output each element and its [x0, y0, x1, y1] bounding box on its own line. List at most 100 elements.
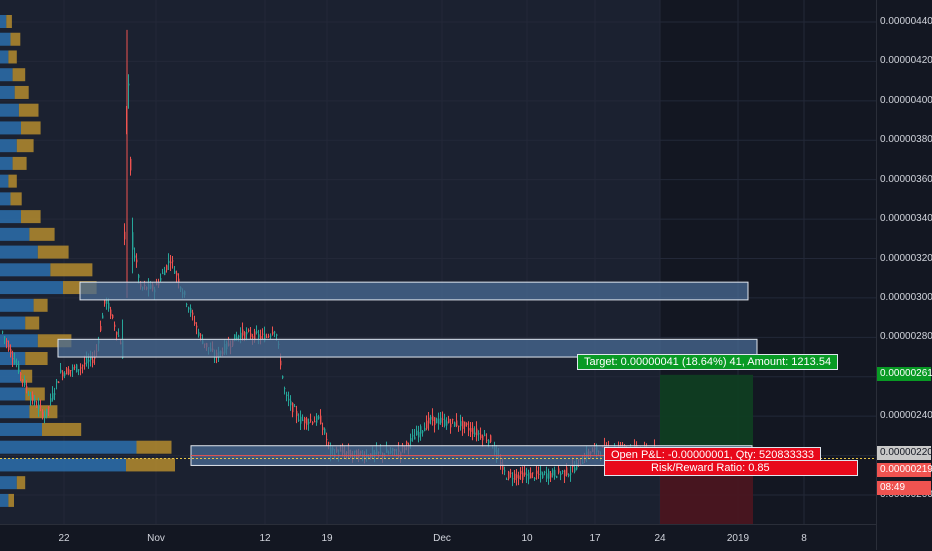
candle-body	[282, 375, 284, 379]
candle-body	[476, 428, 478, 436]
volume-profile-up	[0, 369, 21, 383]
candle-body	[272, 331, 274, 335]
candle-body	[508, 471, 510, 479]
candle-body	[270, 335, 272, 337]
volume-profile-up	[0, 281, 63, 295]
candle-body	[38, 404, 40, 410]
candle-body	[458, 425, 460, 427]
candle-body	[474, 432, 476, 435]
candle-body	[198, 332, 200, 336]
candle-body	[506, 478, 508, 480]
candle-body	[286, 394, 288, 397]
candle-body	[548, 471, 550, 479]
open-pl-label[interactable]: Open P&L: -0.00000001, Qty: 520833333	[604, 447, 822, 463]
candle-body	[538, 473, 540, 475]
candle-body	[290, 400, 292, 406]
volume-profile-down	[6, 15, 12, 28]
candle-body	[490, 435, 492, 442]
candle-body	[568, 474, 570, 476]
time-tick-label: 2019	[726, 533, 750, 544]
candle-body	[450, 423, 452, 428]
candle-body	[80, 367, 82, 369]
candle-body	[284, 388, 286, 390]
candle-body	[306, 418, 308, 425]
candle-body	[112, 314, 114, 318]
candle-body	[280, 360, 282, 366]
price-tick-label: 0.00000280	[880, 331, 932, 343]
volume-profile-down	[21, 369, 33, 383]
candle-body	[238, 335, 240, 338]
candle-body	[22, 379, 24, 381]
candle-body	[484, 434, 486, 436]
candle-body	[178, 278, 180, 283]
candle-body	[268, 335, 270, 337]
candle-body	[472, 428, 474, 435]
candle-body	[516, 474, 518, 479]
candle-body	[52, 393, 54, 400]
candle-body	[186, 303, 188, 305]
candle-body	[24, 379, 26, 386]
time-tick-label: 17	[589, 533, 601, 544]
candle-body	[468, 428, 470, 431]
volume-profile-down	[21, 121, 41, 135]
time-axis[interactable]: 22 Nov 12 19 Dec 10 17 24 2019 8	[0, 524, 876, 551]
candle-body	[116, 331, 118, 335]
candle-body	[426, 420, 428, 429]
candle-body	[252, 336, 254, 338]
candle-body	[466, 423, 468, 425]
target-label[interactable]: Target: 0.00000041 (18.64%) 41, Amount: …	[577, 354, 839, 370]
candle-body	[292, 402, 294, 413]
candle-body	[60, 369, 62, 373]
candle-body	[18, 364, 20, 372]
candle-body	[554, 469, 556, 477]
candle-body	[90, 355, 92, 360]
candle-body	[562, 470, 564, 472]
candle-body	[162, 272, 164, 274]
candle-body	[304, 417, 306, 424]
candle-body	[542, 473, 544, 478]
candle-body	[258, 334, 260, 338]
candle-body	[428, 417, 430, 424]
time-tick-label: 8	[801, 533, 807, 544]
candle-body	[308, 421, 310, 424]
candlestick-chart[interactable]	[0, 0, 876, 524]
candle-body	[58, 381, 60, 383]
candle-body	[440, 417, 442, 423]
candle-body	[10, 348, 12, 354]
candle-body	[452, 419, 454, 421]
volume-profile-down	[8, 50, 17, 64]
candle-body	[520, 470, 522, 475]
candle-body	[34, 398, 36, 403]
target-price-badge: 0.00000261	[877, 367, 932, 381]
candle-body	[100, 325, 102, 331]
volume-profile-down	[16, 139, 34, 153]
candle-body	[576, 462, 578, 470]
time-tick-label: 12	[259, 533, 271, 544]
candle-body	[316, 415, 318, 423]
volume-profile-down	[25, 316, 40, 330]
volume-profile-up	[0, 334, 38, 348]
volume-profile-down	[8, 493, 14, 507]
candle-body	[574, 467, 576, 472]
volume-profile-up	[0, 227, 30, 241]
candle-body	[444, 419, 446, 426]
candle-body	[564, 470, 566, 477]
candle-body	[254, 331, 256, 341]
volume-profile-up	[0, 405, 30, 419]
candle-body	[300, 416, 302, 424]
candle-body	[102, 315, 104, 319]
candle-body	[66, 368, 68, 375]
candle-body	[550, 473, 552, 478]
volume-profile-up	[0, 387, 26, 401]
risk-reward-label[interactable]: Risk/Reward Ratio: 0.85	[604, 460, 858, 476]
candle-body	[514, 473, 516, 480]
candle-body	[448, 418, 450, 423]
volume-profile-down	[18, 103, 39, 117]
candle-body	[170, 261, 172, 264]
candle-body	[480, 434, 482, 439]
volume-profile-up	[0, 440, 137, 454]
candle-body	[294, 406, 296, 408]
candle-body	[30, 397, 32, 401]
candle-body	[64, 372, 66, 376]
